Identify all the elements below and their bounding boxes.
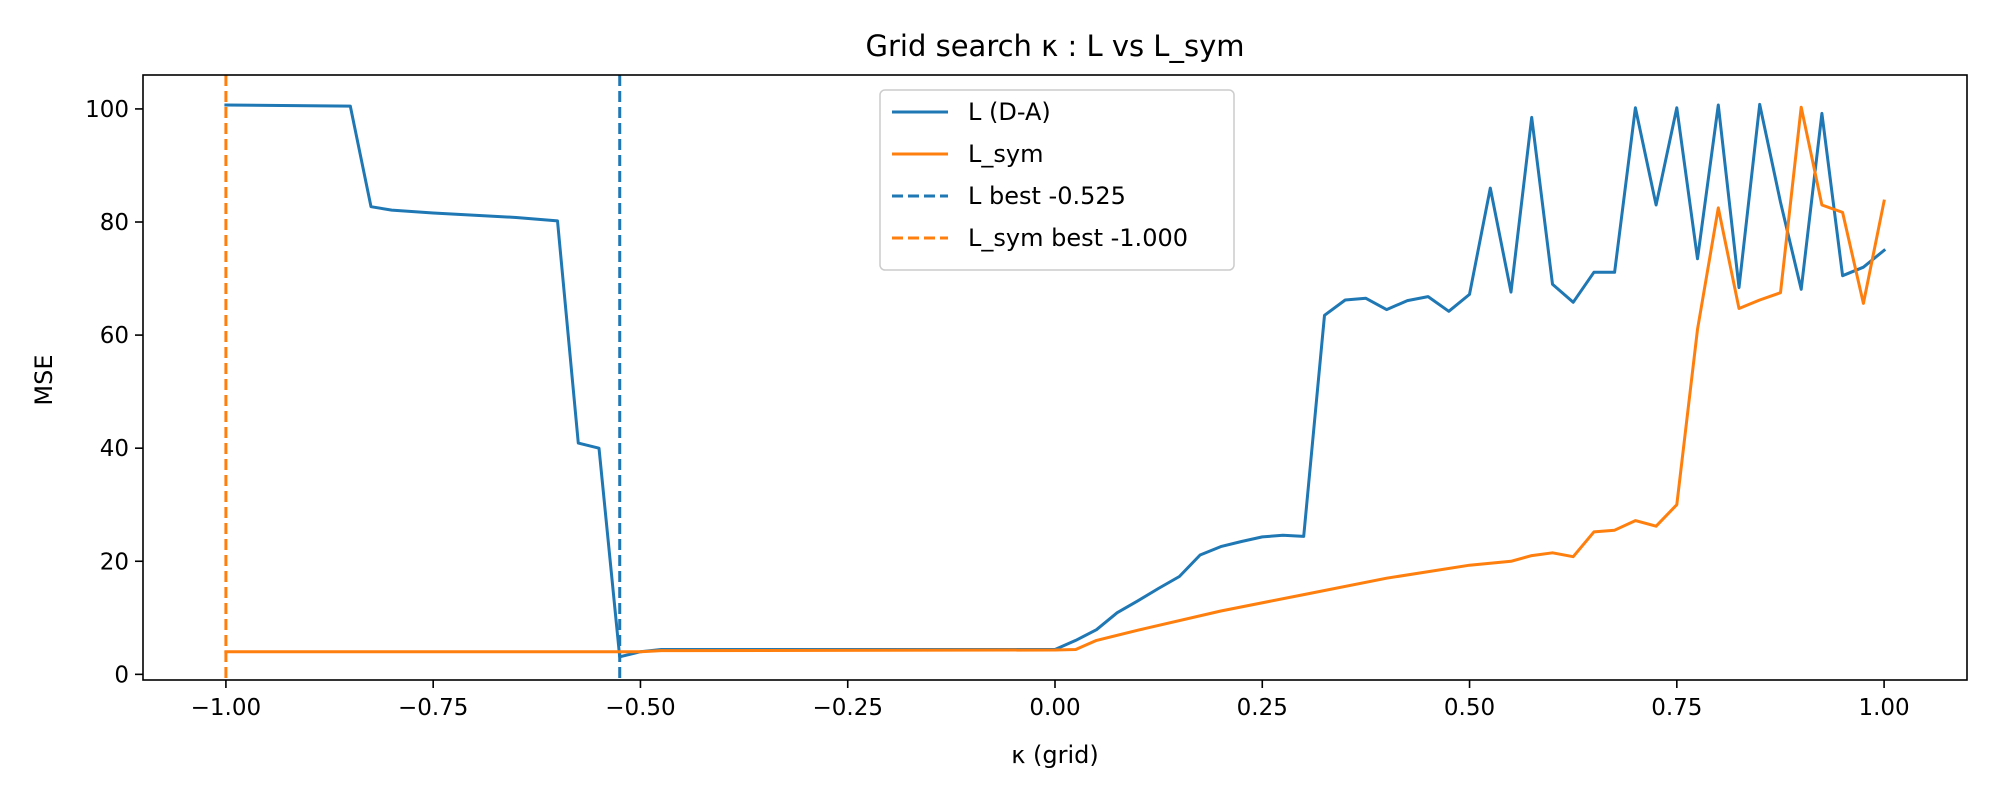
y-tick-label: 100 (85, 97, 129, 123)
x-tick-label: −0.50 (605, 695, 675, 721)
series-line-1 (224, 102, 1887, 659)
legend: L (D-A) L_sym L best -0.525 L_sym best -1.0… (879, 89, 1235, 271)
y-tick-label: 40 (100, 436, 129, 462)
y-tick-label: 60 (100, 323, 129, 349)
legend-label: L_sym (968, 140, 1043, 168)
y-tick-label: 0 (114, 662, 129, 688)
series-line-2 (224, 105, 1886, 654)
y-axis: 0 20 40 60 80 100 (85, 97, 143, 688)
legend-box (879, 89, 1235, 271)
y-tick-label: 80 (100, 210, 129, 236)
x-tick-label: −0.75 (398, 695, 468, 721)
x-tick-label: 0.25 (1237, 695, 1288, 721)
x-tick-label: −0.25 (812, 695, 882, 721)
x-tick-label: −1.00 (191, 695, 261, 721)
y-axis-label: MSE (30, 354, 58, 405)
x-axis: −1.00 −0.75 −0.50 −0.25 0.00 0.25 0.50 0.75 1.00 (191, 680, 1910, 721)
x-tick-label: 1.00 (1858, 695, 1909, 721)
x-axis-label: κ (grid) (1011, 741, 1099, 769)
x-tick-label: 0.50 (1444, 695, 1495, 721)
chart-title: Grid search κ : L vs L_sym (866, 29, 1245, 63)
x-tick-label: 0.00 (1029, 695, 1080, 721)
y-tick-label: 20 (100, 549, 129, 575)
legend-label: L (D-A) (968, 98, 1051, 126)
legend-label: L best -0.525 (968, 182, 1126, 210)
legend-label: L_sym best -1.000 (968, 224, 1188, 252)
x-tick-label: 0.75 (1651, 695, 1702, 721)
plot-area (224, 75, 1887, 680)
